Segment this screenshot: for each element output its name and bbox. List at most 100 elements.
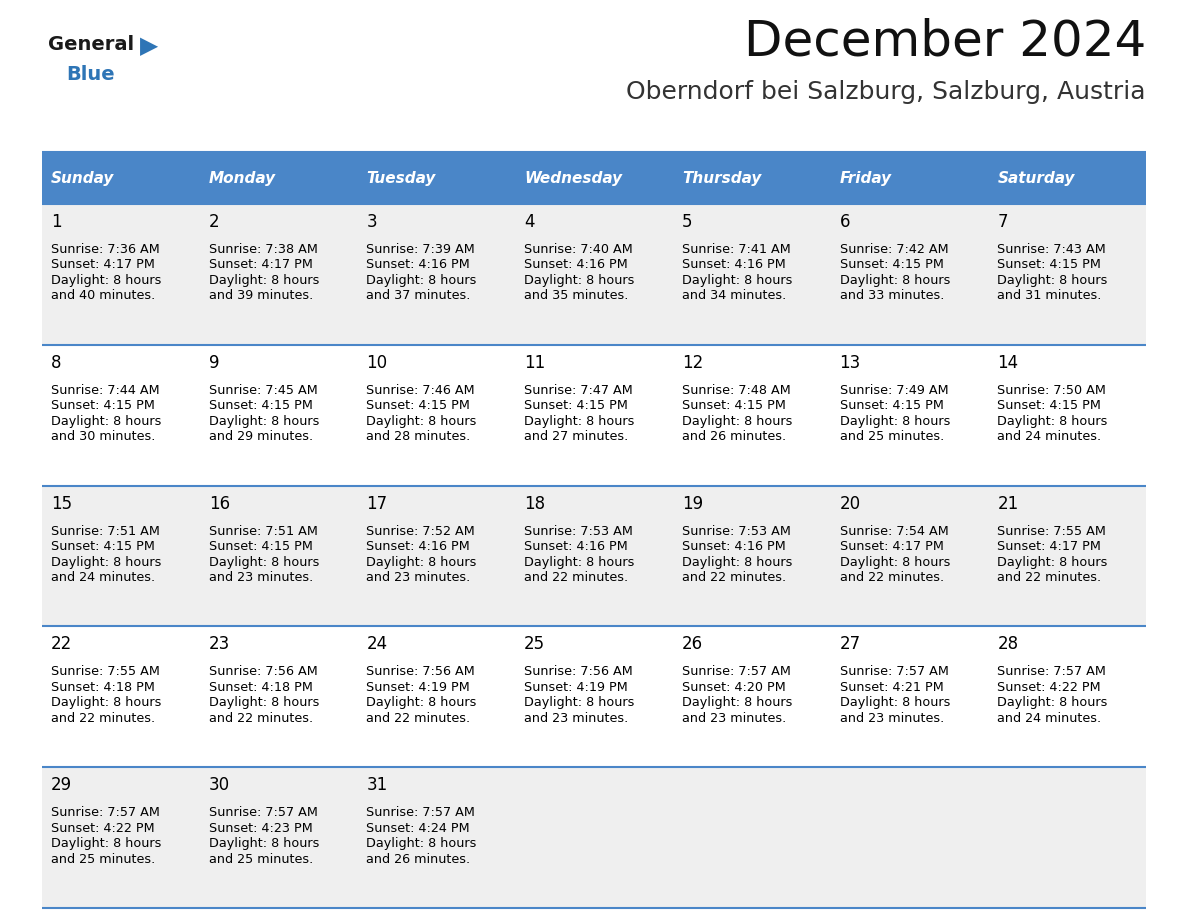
- Text: Sunset: 4:15 PM: Sunset: 4:15 PM: [682, 399, 785, 412]
- Text: Daylight: 8 hours: Daylight: 8 hours: [840, 415, 950, 428]
- Text: Daylight: 8 hours: Daylight: 8 hours: [366, 555, 476, 568]
- Text: Sunset: 4:15 PM: Sunset: 4:15 PM: [524, 399, 628, 412]
- Text: Daylight: 8 hours: Daylight: 8 hours: [51, 555, 162, 568]
- Text: Wednesday: Wednesday: [524, 171, 623, 185]
- Text: Sunset: 4:15 PM: Sunset: 4:15 PM: [840, 399, 943, 412]
- Text: and 22 minutes.: and 22 minutes.: [524, 571, 628, 584]
- Text: Saturday: Saturday: [997, 171, 1075, 185]
- Text: Sunrise: 7:36 AM: Sunrise: 7:36 AM: [51, 243, 159, 256]
- Text: 2: 2: [209, 213, 220, 231]
- Text: and 22 minutes.: and 22 minutes.: [840, 571, 943, 584]
- Text: Daylight: 8 hours: Daylight: 8 hours: [682, 697, 792, 710]
- Text: Sunrise: 7:44 AM: Sunrise: 7:44 AM: [51, 384, 159, 397]
- Text: Daylight: 8 hours: Daylight: 8 hours: [209, 555, 320, 568]
- Bar: [988, 152, 1146, 204]
- Bar: [42, 767, 1146, 908]
- Bar: [42, 486, 1146, 626]
- Text: 12: 12: [682, 353, 703, 372]
- Text: Sunrise: 7:48 AM: Sunrise: 7:48 AM: [682, 384, 790, 397]
- Text: Daylight: 8 hours: Daylight: 8 hours: [366, 415, 476, 428]
- Text: Daylight: 8 hours: Daylight: 8 hours: [682, 274, 792, 287]
- Text: Sunset: 4:22 PM: Sunset: 4:22 PM: [51, 822, 154, 834]
- Text: Sunrise: 7:53 AM: Sunrise: 7:53 AM: [682, 524, 791, 538]
- Text: Sunrise: 7:57 AM: Sunrise: 7:57 AM: [997, 666, 1106, 678]
- Text: and 24 minutes.: and 24 minutes.: [51, 571, 156, 584]
- Text: Daylight: 8 hours: Daylight: 8 hours: [997, 274, 1107, 287]
- Text: and 40 minutes.: and 40 minutes.: [51, 289, 156, 303]
- Text: General: General: [48, 35, 134, 54]
- Text: Daylight: 8 hours: Daylight: 8 hours: [524, 555, 634, 568]
- Text: 1: 1: [51, 213, 62, 231]
- Bar: [830, 152, 988, 204]
- Text: 21: 21: [997, 495, 1018, 512]
- Text: and 23 minutes.: and 23 minutes.: [366, 571, 470, 584]
- Text: 13: 13: [840, 353, 861, 372]
- Text: 17: 17: [366, 495, 387, 512]
- Text: Daylight: 8 hours: Daylight: 8 hours: [366, 837, 476, 850]
- Text: Sunset: 4:24 PM: Sunset: 4:24 PM: [366, 822, 470, 834]
- Text: Daylight: 8 hours: Daylight: 8 hours: [51, 697, 162, 710]
- Text: and 22 minutes.: and 22 minutes.: [997, 571, 1101, 584]
- Text: Sunset: 4:16 PM: Sunset: 4:16 PM: [524, 259, 628, 272]
- Text: Sunset: 4:18 PM: Sunset: 4:18 PM: [51, 681, 154, 694]
- Text: and 39 minutes.: and 39 minutes.: [209, 289, 312, 303]
- Text: Sunrise: 7:38 AM: Sunrise: 7:38 AM: [209, 243, 317, 256]
- Text: Daylight: 8 hours: Daylight: 8 hours: [840, 274, 950, 287]
- Text: Sunrise: 7:41 AM: Sunrise: 7:41 AM: [682, 243, 790, 256]
- Text: Sunset: 4:15 PM: Sunset: 4:15 PM: [51, 540, 154, 554]
- Text: Sunset: 4:16 PM: Sunset: 4:16 PM: [366, 259, 470, 272]
- Text: ▶: ▶: [140, 34, 158, 58]
- Text: Daylight: 8 hours: Daylight: 8 hours: [840, 697, 950, 710]
- Text: and 25 minutes.: and 25 minutes.: [840, 431, 943, 443]
- Text: 6: 6: [840, 213, 851, 231]
- Text: Sunset: 4:16 PM: Sunset: 4:16 PM: [366, 540, 470, 554]
- Text: 5: 5: [682, 213, 693, 231]
- Text: 10: 10: [366, 353, 387, 372]
- Text: Sunset: 4:19 PM: Sunset: 4:19 PM: [366, 681, 470, 694]
- Text: Daylight: 8 hours: Daylight: 8 hours: [682, 555, 792, 568]
- Text: Sunrise: 7:56 AM: Sunrise: 7:56 AM: [366, 666, 475, 678]
- Text: Sunrise: 7:49 AM: Sunrise: 7:49 AM: [840, 384, 948, 397]
- Text: Sunrise: 7:54 AM: Sunrise: 7:54 AM: [840, 524, 948, 538]
- Text: and 24 minutes.: and 24 minutes.: [997, 431, 1101, 443]
- Text: Sunrise: 7:55 AM: Sunrise: 7:55 AM: [51, 666, 160, 678]
- Text: Sunset: 4:17 PM: Sunset: 4:17 PM: [209, 259, 312, 272]
- Text: and 34 minutes.: and 34 minutes.: [682, 289, 786, 303]
- Text: and 25 minutes.: and 25 minutes.: [209, 853, 312, 866]
- Text: 29: 29: [51, 777, 72, 794]
- Text: Sunrise: 7:53 AM: Sunrise: 7:53 AM: [524, 524, 633, 538]
- Text: 16: 16: [209, 495, 229, 512]
- Text: 11: 11: [524, 353, 545, 372]
- Text: and 35 minutes.: and 35 minutes.: [524, 289, 628, 303]
- Text: Sunset: 4:23 PM: Sunset: 4:23 PM: [209, 822, 312, 834]
- Text: 26: 26: [682, 635, 703, 654]
- Text: and 25 minutes.: and 25 minutes.: [51, 853, 156, 866]
- Text: Sunrise: 7:55 AM: Sunrise: 7:55 AM: [997, 524, 1106, 538]
- Text: and 23 minutes.: and 23 minutes.: [524, 711, 628, 725]
- Bar: [42, 152, 200, 204]
- Text: Daylight: 8 hours: Daylight: 8 hours: [524, 274, 634, 287]
- Text: Daylight: 8 hours: Daylight: 8 hours: [997, 697, 1107, 710]
- Text: and 23 minutes.: and 23 minutes.: [209, 571, 312, 584]
- Text: Daylight: 8 hours: Daylight: 8 hours: [997, 555, 1107, 568]
- Text: 4: 4: [524, 213, 535, 231]
- Text: Sunday: Sunday: [51, 171, 114, 185]
- Text: Monday: Monday: [209, 171, 276, 185]
- Text: Daylight: 8 hours: Daylight: 8 hours: [209, 415, 320, 428]
- Text: Sunset: 4:15 PM: Sunset: 4:15 PM: [366, 399, 470, 412]
- Text: Sunrise: 7:50 AM: Sunrise: 7:50 AM: [997, 384, 1106, 397]
- Text: and 23 minutes.: and 23 minutes.: [682, 711, 786, 725]
- Text: 7: 7: [997, 213, 1007, 231]
- Text: Sunset: 4:16 PM: Sunset: 4:16 PM: [524, 540, 628, 554]
- Text: Sunset: 4:17 PM: Sunset: 4:17 PM: [840, 540, 943, 554]
- Text: Daylight: 8 hours: Daylight: 8 hours: [997, 415, 1107, 428]
- Text: 31: 31: [366, 777, 387, 794]
- Text: and 22 minutes.: and 22 minutes.: [209, 711, 312, 725]
- Text: 28: 28: [997, 635, 1018, 654]
- Text: Sunset: 4:15 PM: Sunset: 4:15 PM: [209, 540, 312, 554]
- Text: Sunrise: 7:57 AM: Sunrise: 7:57 AM: [51, 806, 160, 819]
- Text: 19: 19: [682, 495, 703, 512]
- Text: Sunset: 4:15 PM: Sunset: 4:15 PM: [51, 399, 154, 412]
- Text: Sunset: 4:15 PM: Sunset: 4:15 PM: [840, 259, 943, 272]
- Text: Sunset: 4:15 PM: Sunset: 4:15 PM: [997, 399, 1101, 412]
